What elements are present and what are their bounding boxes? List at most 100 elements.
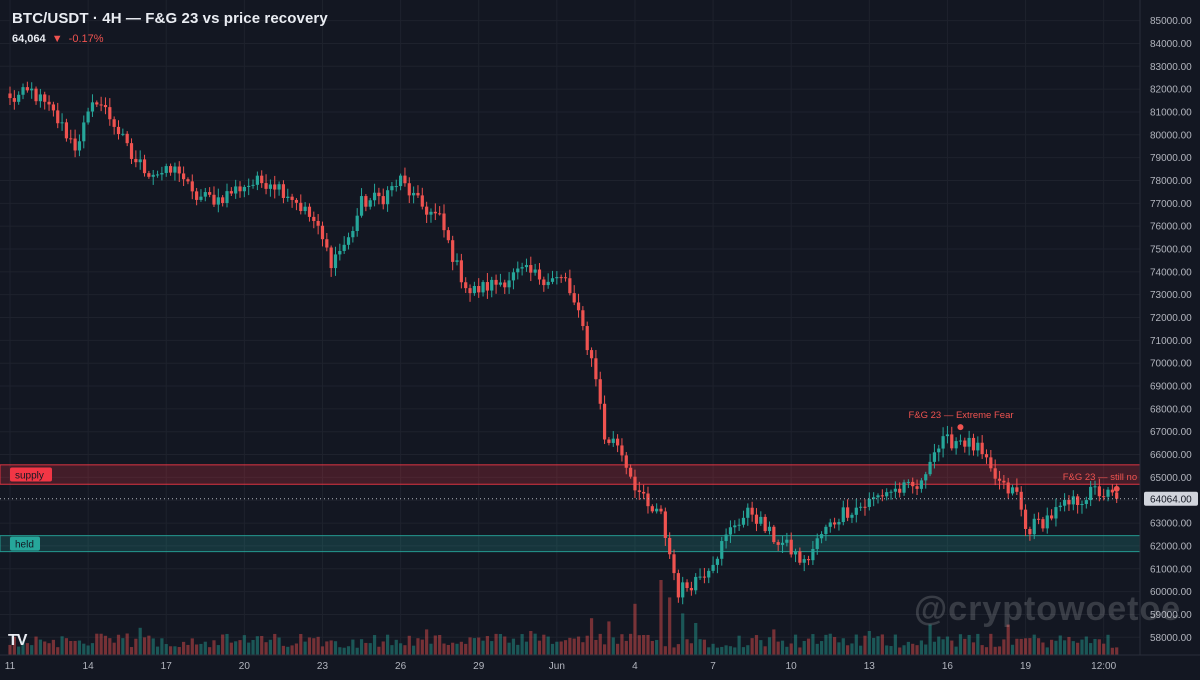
candle-body (824, 526, 828, 535)
candle-body (650, 506, 654, 512)
annotation-text: F&G 23 — still no c (1063, 472, 1145, 483)
volume-bar (707, 647, 711, 655)
volume-bar (164, 644, 168, 655)
volume-bar (86, 645, 90, 655)
y-tick-label: 82000.00 (1150, 85, 1192, 96)
candle-body (203, 192, 207, 197)
candle-body (77, 141, 82, 151)
volume-bar (316, 636, 320, 655)
volume-bar (585, 635, 589, 655)
candle-body (177, 166, 181, 174)
candle-body (112, 119, 116, 127)
candle-body (872, 497, 876, 499)
candle-body (911, 481, 915, 487)
candle-body (906, 481, 910, 483)
candle-body (1106, 489, 1110, 497)
candle-body (247, 185, 251, 187)
candle-body (993, 468, 997, 479)
candle-body (715, 558, 720, 565)
candle-body (885, 492, 889, 497)
volume-bar (876, 636, 880, 655)
candle-body (529, 265, 533, 273)
volume-bar (928, 624, 932, 655)
candle-body (750, 507, 754, 515)
change-arrow-icon: ▼ (51, 33, 63, 45)
volume-bar (611, 637, 615, 655)
last-price: 64,064 (12, 33, 46, 45)
volume-bar (103, 635, 108, 655)
candle-body (728, 527, 733, 535)
volume-bar (720, 646, 724, 655)
volume-bar (859, 645, 863, 655)
volume-bar (1023, 638, 1028, 655)
candle-body (17, 94, 21, 102)
candle-body (919, 480, 923, 489)
annotation-marker (1113, 485, 1120, 492)
x-tick-label: 23 (317, 661, 329, 672)
candle-body (472, 286, 476, 294)
volume-bar (806, 638, 811, 655)
volume-bar (290, 645, 294, 655)
y-tick-label: 76000.00 (1150, 222, 1192, 233)
candle-body (64, 122, 69, 139)
volume-bar (1058, 635, 1062, 655)
candle-body (963, 440, 967, 447)
candle-body (8, 93, 12, 99)
candle-body (837, 522, 841, 525)
candle-body (86, 111, 90, 123)
candle-body (498, 282, 503, 285)
volume-bar (299, 633, 303, 655)
volume-bar (681, 613, 685, 655)
candle-body (95, 102, 99, 105)
candle-body (134, 158, 138, 163)
volume-bar (208, 647, 212, 655)
candle-body (668, 537, 672, 555)
volume-bar (56, 647, 60, 655)
candle-body (542, 279, 546, 286)
volume-bar (633, 603, 637, 655)
volume-bar (911, 643, 915, 655)
candle-body (251, 184, 255, 186)
candle-body (351, 231, 355, 238)
candle-body (976, 442, 980, 451)
volume-bar (776, 641, 780, 655)
candle-body (629, 467, 633, 477)
volume-bar (702, 639, 706, 655)
volume-bar (642, 634, 646, 655)
candle-body (997, 478, 1002, 481)
volume-bar (490, 641, 494, 655)
volume-bar (1006, 624, 1010, 655)
y-tick-label: 74000.00 (1150, 267, 1192, 278)
x-tick-label: 16 (942, 661, 954, 672)
candle-body (924, 474, 928, 481)
volume-bar (247, 642, 251, 655)
volume-bar (47, 643, 51, 655)
volume-bar (1067, 636, 1071, 655)
candle-body (980, 442, 984, 455)
candle-body (898, 488, 902, 493)
volume-bar (980, 645, 984, 655)
chart-header: BTC/USDT · 4H — F&G 23 vs price recovery… (12, 10, 328, 45)
volume-bar (1110, 647, 1114, 655)
volume-bar (355, 647, 359, 655)
volume-bar (698, 639, 702, 655)
volume-bar (568, 637, 572, 655)
candle-body (1028, 528, 1032, 535)
candle-body (255, 175, 259, 185)
volume-bar (25, 643, 29, 655)
candle-body (616, 438, 620, 446)
candle-body (394, 186, 398, 188)
volume-bar (655, 639, 659, 655)
volume-bar (333, 641, 338, 655)
tradingview-logo-icon: TV (8, 632, 27, 649)
volume-bar (1115, 647, 1119, 655)
volume-bar (216, 645, 220, 655)
candle-body (368, 200, 372, 207)
candle-body (793, 551, 798, 555)
candle-body (477, 286, 481, 293)
volume-bar (82, 643, 86, 655)
volume-bar (846, 645, 850, 655)
candle-body (25, 87, 29, 91)
candle-body (446, 230, 450, 241)
volume-bar (451, 642, 455, 655)
